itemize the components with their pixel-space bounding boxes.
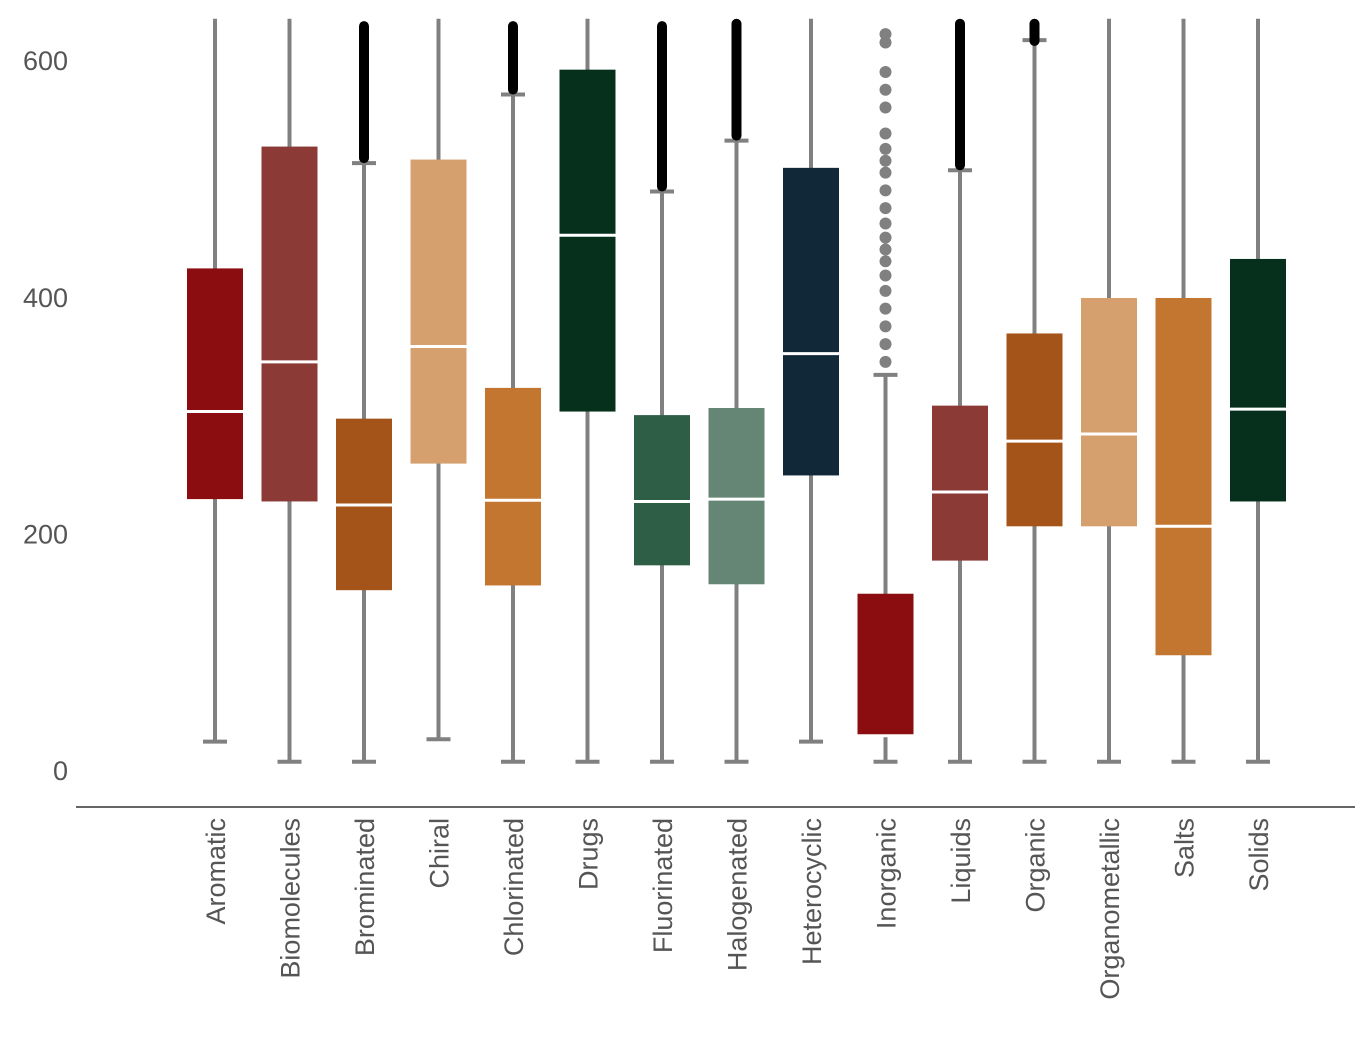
y-tick-label: 200 xyxy=(23,519,68,549)
x-tick-label-salts: Salts xyxy=(1170,818,1200,878)
outlier-point xyxy=(879,302,892,315)
outlier-point xyxy=(879,255,892,268)
outlier-band xyxy=(955,18,965,171)
box-iqr xyxy=(261,146,318,502)
box-salts xyxy=(1155,18,1212,764)
x-tick-label-fluorinated: Fluorinated xyxy=(648,818,678,953)
x-tick-label-halogenated: Halogenated xyxy=(723,818,753,971)
y-tick-label: 600 xyxy=(23,46,68,76)
outlier-point xyxy=(879,166,892,179)
x-tick-label-brominated: Brominated xyxy=(350,818,380,956)
x-tick-label-liquids: Liquids xyxy=(946,818,976,904)
outlier-point xyxy=(879,355,892,368)
y-tick-label: 0 xyxy=(53,756,68,786)
box-iqr xyxy=(1006,333,1063,527)
box-organic xyxy=(1006,18,1063,764)
box-series xyxy=(187,18,1286,764)
outlier-point xyxy=(879,243,892,256)
box-fluorinated xyxy=(634,21,690,764)
box-iqr xyxy=(187,268,243,500)
box-halogenated xyxy=(708,18,765,764)
outlier-point xyxy=(879,101,892,114)
outlier-point xyxy=(879,154,892,167)
box-iqr xyxy=(932,405,988,561)
x-tick-label-solids: Solids xyxy=(1244,818,1274,892)
x-tick-label-biomolecules: Biomolecules xyxy=(276,818,306,979)
box-iqr xyxy=(1081,297,1137,527)
box-iqr xyxy=(410,159,467,464)
box-chiral xyxy=(410,18,467,742)
outlier-point xyxy=(879,217,892,230)
x-tick-label-heterocyclic: Heterocyclic xyxy=(797,818,827,965)
y-tick-label: 400 xyxy=(23,283,68,313)
box-liquids xyxy=(932,18,988,764)
x-tick-label-chiral: Chiral xyxy=(425,818,455,889)
outlier-point xyxy=(879,231,892,244)
outlier-point xyxy=(879,83,892,96)
box-aromatic xyxy=(187,18,243,744)
box-heterocyclic xyxy=(783,18,839,744)
box-iqr xyxy=(783,167,839,476)
x-tick-label-organometallic: Organometallic xyxy=(1095,818,1125,1000)
x-tick-label-organic: Organic xyxy=(1021,818,1051,913)
box-iqr xyxy=(1230,258,1286,502)
box-solids xyxy=(1230,18,1286,764)
box-iqr xyxy=(634,415,690,566)
outlier-band xyxy=(508,21,518,95)
box-biomolecules xyxy=(261,18,318,764)
outlier-point xyxy=(879,284,892,297)
x-tick-label-drugs: Drugs xyxy=(574,818,604,890)
x-tick-label-aromatic: Aromatic xyxy=(201,818,231,925)
x-tick-label-chlorinated: Chlorinated xyxy=(499,818,529,956)
x-tick-label-inorganic: Inorganic xyxy=(872,818,902,929)
outlier-band xyxy=(657,21,667,192)
x-axis-labels: Aromatic Biomolecules Brominated Chiral Chlo… xyxy=(201,818,1274,1000)
box-chlorinated xyxy=(485,21,541,764)
outlier-point xyxy=(879,66,892,79)
outlier-point xyxy=(879,184,892,197)
box-iqr xyxy=(485,387,541,586)
outlier-point xyxy=(879,338,892,351)
outlier-band xyxy=(1029,18,1040,47)
box-iqr xyxy=(857,593,914,736)
outlier-point xyxy=(879,202,892,215)
box-brominated xyxy=(336,21,392,764)
outlier-point xyxy=(879,127,892,140)
outlier-point xyxy=(879,142,892,155)
box-organometallic xyxy=(1081,18,1137,764)
box-iqr xyxy=(559,69,616,412)
outlier-point xyxy=(879,269,892,282)
outlier-band xyxy=(359,21,369,164)
outlier-point xyxy=(879,36,892,49)
box-iqr xyxy=(1155,297,1212,656)
y-axis: 0 200 400 600 xyxy=(23,46,68,786)
outlier-point xyxy=(879,320,892,333)
box-inorganic xyxy=(857,28,914,764)
outlier-band xyxy=(731,18,742,141)
box-drugs xyxy=(559,18,616,764)
box-iqr xyxy=(708,408,765,585)
outlier-point xyxy=(879,28,892,41)
